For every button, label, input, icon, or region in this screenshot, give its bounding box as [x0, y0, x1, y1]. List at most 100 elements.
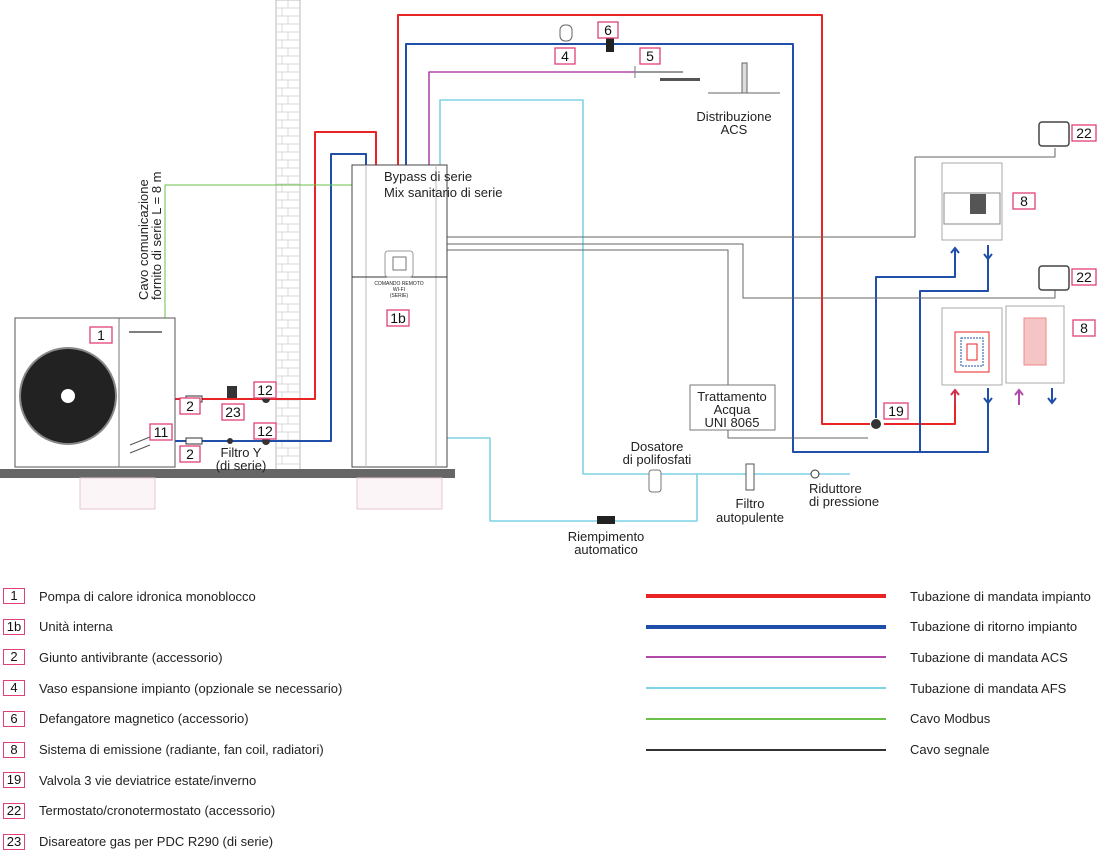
- tag-label: 1b: [390, 310, 406, 326]
- tag-degasser: 23: [221, 403, 245, 421]
- tag-label: 23: [225, 404, 241, 420]
- return-pipe-main: [405, 43, 989, 453]
- tag-valve3: 19: [883, 402, 909, 420]
- legend-item: 4 Vaso espansione impianto (opzionale se …: [0, 678, 342, 698]
- legend-item: 22 Termostato/cronotermostato (accessorio…: [0, 801, 275, 821]
- legend-key: 8: [3, 741, 25, 758]
- reducer-label: Riduttore: [809, 481, 862, 496]
- self-cleaning-filter-icon: [745, 463, 755, 491]
- return-pipe: [175, 153, 367, 442]
- return-pipe-fancoil-supply: [875, 252, 956, 418]
- foundation-outdoor: [79, 477, 156, 510]
- autofill-label: automatico: [574, 542, 638, 557]
- expansion-vessel-icon: [559, 24, 573, 42]
- thermostat-icon: [1038, 265, 1070, 291]
- tag-label: 1: [97, 327, 105, 343]
- three-way-valve-icon: [871, 419, 881, 429]
- tag-thermo_a: 22: [1071, 124, 1097, 142]
- tag-label: 22: [1076, 269, 1092, 285]
- remote-label: (SERIE): [390, 293, 409, 299]
- legend-item: 23 Disareatore gas per PDC R290 (di serie…: [0, 832, 273, 852]
- bypass-label: Bypass di serie: [384, 169, 472, 184]
- line-legend-label: Tubazione di mandata ACS: [910, 649, 1068, 665]
- treatment-label: Acqua: [714, 402, 752, 417]
- legend-item: 2 Giunto antivibrante (accessorio): [0, 647, 223, 667]
- tag-label: 2: [186, 446, 194, 462]
- treatment-label: UNI 8065: [705, 415, 760, 430]
- ground: [0, 469, 455, 478]
- tag-outdoor: 1: [89, 326, 113, 344]
- legend-key: 4: [3, 680, 25, 697]
- y-filter-icon: [227, 438, 233, 444]
- legend-key: 1: [3, 588, 25, 604]
- indoor-unit: [351, 164, 448, 468]
- line-sample: [646, 594, 886, 598]
- shower-icon: [634, 66, 700, 81]
- tag-label: 8: [1020, 193, 1028, 209]
- remote-label: COMANDO REMOTO: [374, 281, 423, 287]
- line-legend-label: Cavo Modbus: [910, 711, 991, 727]
- legend-label: Defangatore magnetico (accessorio): [39, 711, 249, 727]
- signal-cable-thermostat-b: [427, 243, 1056, 299]
- line-legend-label: Tubazione di ritorno impianto: [910, 619, 1078, 635]
- radiator-emitter: [1005, 305, 1065, 384]
- dosing-label: di polifosfati: [623, 452, 692, 467]
- reducer-label: di pressione: [809, 494, 879, 509]
- dosing-label: Dosatore: [631, 439, 684, 454]
- flow-arrows: [950, 245, 1057, 405]
- tag-joint_a: 2: [179, 397, 201, 415]
- legend-key: 23: [3, 833, 25, 850]
- legend-label: Sistema di emissione (radiante, fan coil…: [39, 742, 324, 757]
- supply-pipe-floor: [884, 398, 956, 425]
- self-cleaning-filter-label: autopulente: [716, 510, 784, 525]
- legend-item: 1b Unità interna: [0, 617, 113, 637]
- legend-key: 6: [3, 710, 25, 727]
- faucet-icon: [708, 62, 780, 94]
- mix-label: Mix sanitario di serie: [384, 185, 503, 200]
- degasser-icon: [227, 386, 237, 398]
- tag-label: 12: [257, 423, 273, 439]
- line-sample: [646, 624, 886, 629]
- tag-joint_b: 2: [179, 445, 201, 463]
- filter-y-label: Filtro Y: [221, 445, 262, 460]
- legend-item: 8 Sistema di emissione (radiante, fan coi…: [0, 740, 324, 760]
- legend-label: Termostato/cronotermostato (accessorio): [39, 803, 276, 819]
- dhw-distribution-label: ACS: [721, 122, 748, 137]
- line-legend-item: Tubazione di mandata AFS: [646, 678, 1066, 698]
- cold-water-pipe: [439, 99, 850, 475]
- line-legend-item: Cavo segnale: [646, 740, 990, 760]
- remote-label: WI-FI: [393, 287, 405, 293]
- tag-item5: 5: [639, 47, 661, 65]
- modbus-cable: [164, 184, 352, 327]
- brick-wall: [275, 0, 301, 471]
- legend-key: 1b: [3, 618, 25, 635]
- legend-key: 22: [3, 802, 25, 819]
- self-cleaning-filter-label: Filtro: [736, 496, 765, 511]
- cable-label: fornito di serie L = 8 m: [149, 172, 164, 301]
- treatment-box: [689, 384, 776, 431]
- line-legend-label: Tubazione di mandata AFS: [910, 680, 1067, 696]
- line-sample: [646, 748, 886, 751]
- thermostat-icon: [1038, 121, 1070, 147]
- tag-item12_a: 12: [253, 381, 277, 399]
- legend-label: Disareatore gas per PDC R290 (di serie): [39, 834, 274, 850]
- signal-cable-valve: [427, 249, 868, 439]
- signal-cable-thermostat-a: [427, 148, 1056, 238]
- dosing-unit-icon: [648, 469, 662, 493]
- legend-label: Vaso espansione impianto (opzionale se n…: [39, 680, 343, 696]
- tag-emit_b: 8: [1072, 319, 1096, 337]
- legend-label: Pompa di calore idronica monoblocco: [39, 588, 256, 604]
- line-legend-item: Cavo Modbus: [646, 709, 990, 729]
- line-legend-item: Tubazione di ritorno impianto: [646, 617, 1077, 637]
- legend-key: 19: [3, 772, 25, 789]
- autofill-valve-icon: [597, 516, 615, 524]
- tag-label: 4: [561, 48, 569, 64]
- line-sample: [646, 656, 886, 659]
- fan-coil-emitter: [941, 162, 1003, 241]
- filter-y-label: (di serie): [216, 458, 267, 473]
- floor-heating-emitter: [941, 307, 1003, 386]
- tag-item11: 11: [149, 423, 173, 441]
- cold-water-fill-pipe: [447, 437, 698, 522]
- line-sample: [646, 687, 886, 690]
